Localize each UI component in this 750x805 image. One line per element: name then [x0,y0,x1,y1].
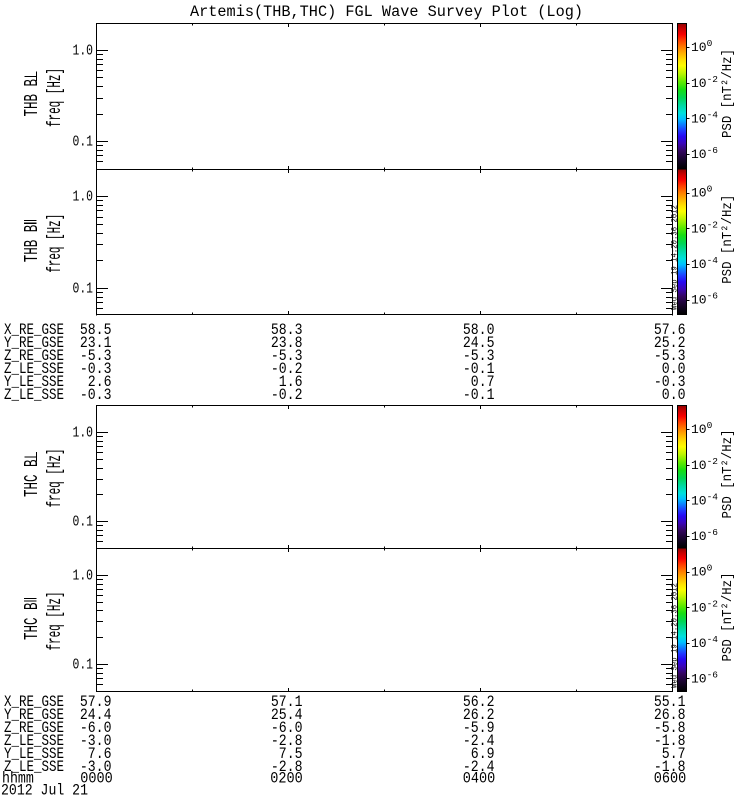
svg-text:0.1: 0.1 [73,657,94,674]
svg-text:-3.0: -3.0 [80,758,112,776]
svg-text:Y_LE_SSE: Y_LE_SSE [4,745,64,763]
svg-text:Y_RE_GSE: Y_RE_GSE [4,706,64,724]
svg-text:-6.0: -6.0 [271,719,303,737]
svg-text:1.0: 1.0 [73,425,94,442]
svg-text:Z_LE_SSE: Z_LE_SSE [4,732,64,750]
svg-text:-0.3: -0.3 [654,373,686,391]
svg-text:Z_RE_GSE: Z_RE_GSE [4,719,64,737]
svg-text:PSD [nT²/Hz]: PSD [nT²/Hz] [721,195,736,284]
svg-text:freq [Hz]: freq [Hz] [44,214,66,273]
svg-text:1.0: 1.0 [73,43,94,60]
svg-text:26.8: 26.8 [654,706,686,724]
svg-text:57.6: 57.6 [654,321,686,339]
svg-text:freq [Hz]: freq [Hz] [44,68,66,127]
svg-text:-5.3: -5.3 [463,347,495,365]
svg-text:0.0: 0.0 [662,386,686,404]
svg-text:-0.2: -0.2 [271,386,303,404]
svg-text:-5.3: -5.3 [80,347,112,365]
svg-text:-1.8: -1.8 [654,758,686,776]
svg-text:5.7: 5.7 [662,745,686,763]
svg-text:Y_RE_GSE: Y_RE_GSE [4,334,64,352]
svg-text:Z_LE_SSE: Z_LE_SSE [4,360,64,378]
svg-text:-5.3: -5.3 [271,347,303,365]
svg-text:7.5: 7.5 [279,745,303,763]
svg-text:freq [Hz]: freq [Hz] [44,449,66,508]
svg-text:24.5: 24.5 [463,334,495,352]
svg-text:0.1: 0.1 [73,134,94,151]
svg-text:-2.4: -2.4 [463,732,495,750]
svg-text:-2.4: -2.4 [463,758,495,776]
svg-text:-0.1: -0.1 [463,360,495,378]
svg-text:7.6: 7.6 [88,745,112,763]
svg-text:57.9: 57.9 [80,693,112,711]
svg-text:25.4: 25.4 [271,706,303,724]
svg-text:0400: 0400 [463,770,496,788]
svg-text:0.1: 0.1 [73,281,94,298]
svg-text:56.2: 56.2 [463,693,495,711]
svg-text:0600: 0600 [654,770,687,788]
svg-text:hhmm: hhmm [2,770,34,788]
svg-text:PSD [nT²/Hz]: PSD [nT²/Hz] [721,573,736,662]
svg-text:58.0: 58.0 [463,321,495,339]
svg-text:2012 Jul 21: 2012 Jul 21 [1,781,88,799]
svg-text:Y_LE_SSE: Y_LE_SSE [4,373,64,391]
svg-text:THC B: THC B [21,603,43,641]
svg-text:Artemis(THB,THC) FGL Wave Surv: Artemis(THB,THC) FGL Wave Survey Plot (L… [190,3,583,21]
svg-text:THB B: THB B [21,225,43,263]
svg-text:1.6: 1.6 [279,373,303,391]
svg-text:Z_LE_SSE: Z_LE_SSE [4,758,64,776]
svg-text:0200: 0200 [270,770,303,788]
svg-text:-3.0: -3.0 [80,732,112,750]
svg-text:0.0: 0.0 [662,360,686,378]
svg-text:0000: 0000 [80,770,113,788]
svg-text:-5.3: -5.3 [654,347,686,365]
svg-text:PSD [nT²/Hz]: PSD [nT²/Hz] [721,430,736,519]
svg-text:Z_LE_SSE: Z_LE_SSE [4,386,64,404]
svg-text:26.2: 26.2 [463,706,495,724]
svg-text:PSD [nT²/Hz]: PSD [nT²/Hz] [721,49,736,138]
svg-text:Wed Sep 19 14:20:36 2012: Wed Sep 19 14:20:36 2012 [672,583,680,688]
svg-text:55.1: 55.1 [654,693,686,711]
svg-text:Wed Sep 19 14:20:36 2012: Wed Sep 19 14:20:36 2012 [672,205,680,310]
svg-text:Z_RE_GSE: Z_RE_GSE [4,347,64,365]
svg-text:freq [Hz]: freq [Hz] [44,592,66,651]
svg-text:1.0: 1.0 [73,568,94,585]
svg-text:2.6: 2.6 [88,373,112,391]
svg-text:58.5: 58.5 [80,321,112,339]
svg-text:-2.8: -2.8 [271,758,303,776]
svg-text:0.7: 0.7 [471,373,495,391]
svg-text:-1.8: -1.8 [654,732,686,750]
svg-text:-5.9: -5.9 [463,719,495,737]
svg-text:X_RE_GSE: X_RE_GSE [4,321,64,339]
svg-text:-0.3: -0.3 [80,360,112,378]
svg-text:THC B: THC B [21,460,43,498]
svg-text:58.3: 58.3 [271,321,303,339]
svg-text:-0.2: -0.2 [271,360,303,378]
svg-text:57.1: 57.1 [271,693,303,711]
svg-text:6.9: 6.9 [471,745,495,763]
svg-text:0.1: 0.1 [73,514,94,531]
svg-text:THB B: THB B [21,79,43,117]
svg-text:-6.0: -6.0 [80,719,112,737]
svg-text:X_RE_GSE: X_RE_GSE [4,693,64,711]
svg-text:-0.1: -0.1 [463,386,495,404]
svg-text:23.8: 23.8 [271,334,303,352]
svg-text:25.2: 25.2 [654,334,686,352]
svg-text:-2.8: -2.8 [271,732,303,750]
svg-text:24.4: 24.4 [80,706,112,724]
svg-text:1.0: 1.0 [73,189,94,206]
svg-text:-0.3: -0.3 [80,386,112,404]
svg-text:23.1: 23.1 [80,334,112,352]
svg-text:-5.8: -5.8 [654,719,686,737]
